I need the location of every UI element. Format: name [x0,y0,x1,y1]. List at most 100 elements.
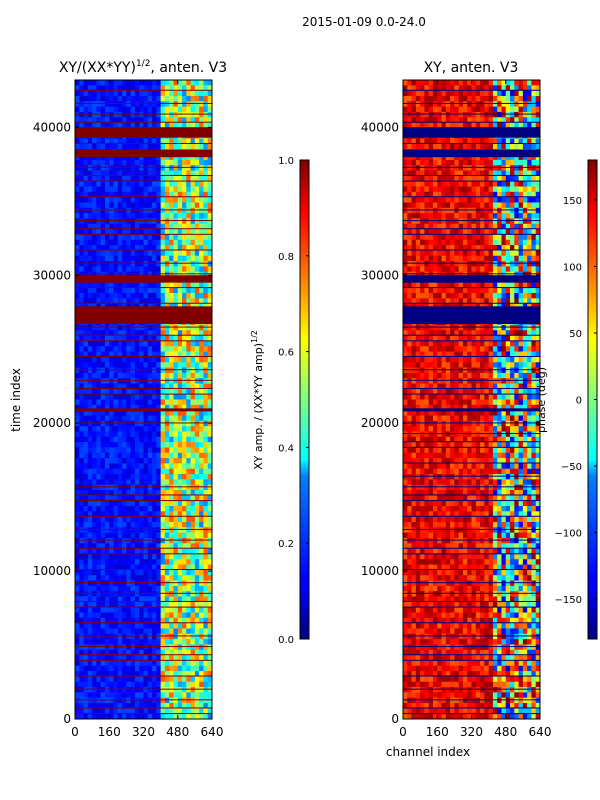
heatmap-cell [445,245,451,251]
heatmap-cell [441,234,447,241]
heatmap-cell [492,159,498,166]
heatmap-cell [83,537,89,544]
heatmap-cell [143,245,149,251]
heatmap-cell [156,138,162,145]
heatmap-cell [75,229,80,235]
heatmap-cell [109,426,114,432]
heatmap-cell [164,452,170,459]
heatmap-cell [207,543,212,550]
heatmap-cell [207,623,212,629]
flagged-line [75,180,212,182]
heatmap-cell [83,143,89,150]
heatmap-cell [467,170,472,177]
heatmap-cell [152,463,157,470]
heatmap-cell [480,154,485,161]
heatmap-cell [147,159,153,166]
heatmap-cell [152,447,157,454]
heatmap-cell [203,596,209,603]
heatmap-cell [87,458,93,464]
heatmap-cell [199,681,204,688]
heatmap-cell [130,207,136,214]
heatmap-cell [160,484,166,491]
heatmap-cell [100,463,106,470]
heatmap-cell [147,607,153,613]
heatmap-cell [514,111,519,118]
heatmap-cell [164,633,170,640]
heatmap-cell [143,159,149,166]
heatmap-cell [488,95,494,102]
heatmap-cell [92,394,97,400]
heatmap-cell [87,255,93,262]
heatmap-cell [207,202,212,209]
heatmap-cell [143,692,149,699]
heatmap-cell [109,271,114,278]
heatmap-cell [156,340,162,347]
heatmap-cell [173,623,179,629]
heatmap-cell [182,346,187,352]
heatmap-cell [152,399,157,406]
heatmap-cell [152,197,157,203]
heatmap-cell [83,346,89,352]
heatmap-cell [113,143,119,150]
heatmap-cell [134,490,140,496]
heatmap-cell [488,138,494,145]
heatmap-cell [203,346,209,352]
heatmap-cell [87,106,93,113]
flagged-line [75,422,212,424]
heatmap-cell [505,239,511,246]
heatmap-cell [109,420,114,427]
heatmap-cell [190,436,196,443]
heatmap-cell [190,537,196,544]
heatmap-cell [87,436,93,443]
heatmap-cell [79,106,84,113]
heatmap-cell [190,479,196,486]
heatmap-cell [186,655,191,661]
heatmap-cell [462,111,468,118]
heatmap-cell [92,282,97,289]
heatmap-cell [83,617,89,624]
heatmap-cell [194,591,200,597]
heatmap-cell [152,692,157,699]
heatmap-cell [203,335,209,342]
heatmap-cell [79,159,84,166]
heatmap-cell [169,223,174,230]
heatmap-cell [79,458,84,464]
heatmap-cell [527,213,532,219]
heatmap-cell [104,234,110,241]
heatmap-cell [471,85,477,92]
heatmap-cell [100,474,106,480]
heatmap-cell [92,436,97,443]
heatmap-cell [100,234,106,241]
heatmap-cell [130,458,136,464]
heatmap-cell [420,101,425,108]
heatmap-cell [186,410,191,416]
heatmap-cell [510,223,515,230]
heatmap-cell [139,607,144,613]
heatmap-cell [177,293,183,299]
heatmap-cell [177,527,183,534]
heatmap-cell [92,356,97,363]
heatmap-cell [194,223,200,230]
heatmap-cell [87,399,93,406]
heatmap-cell [182,601,187,608]
heatmap-cell [173,585,179,592]
heatmap-cell [467,175,472,182]
heatmap-cell [96,143,102,150]
heatmap-cell [143,255,149,262]
heatmap-cell [177,708,183,715]
heatmap-cell [130,644,136,651]
heatmap-cell [156,639,162,645]
heatmap-cell [147,218,153,225]
heatmap-cell [177,383,183,390]
heatmap-cell [177,154,183,161]
heatmap-cell [147,255,153,262]
heatmap-cell [173,351,179,358]
heatmap-cell [510,239,515,246]
heatmap-cell [182,340,187,347]
heatmap-cell [186,250,191,257]
heatmap-cell [471,170,477,177]
heatmap-cell [160,191,166,198]
heatmap-cell [156,527,162,534]
heatmap-cell [96,447,102,454]
heatmap-cell [92,138,97,145]
